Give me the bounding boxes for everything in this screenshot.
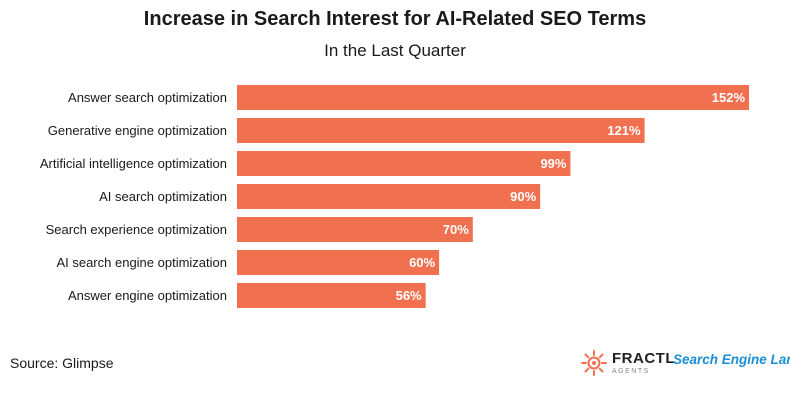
bar-value-label: 70% bbox=[443, 222, 469, 237]
fractl-logo-sub: AGENTS bbox=[612, 368, 650, 375]
bar bbox=[237, 217, 473, 242]
chart-subtitle: In the Last Quarter bbox=[324, 41, 466, 60]
bar-value-label: 56% bbox=[396, 288, 422, 303]
fractl-logo: FRACTL AGENTS bbox=[580, 343, 675, 383]
bar bbox=[237, 151, 571, 176]
source-note: Source: Glimpse bbox=[10, 355, 114, 371]
bar bbox=[237, 250, 440, 275]
bar-value-label: 152% bbox=[712, 90, 746, 105]
bar-chart: Answer search optimization 152% Generative… bbox=[40, 85, 749, 308]
search-engine-land-logo: Search Engine Land bbox=[673, 352, 790, 367]
category-label: Search experience optimization bbox=[46, 222, 227, 237]
bar bbox=[237, 283, 426, 308]
bar-value-label: 99% bbox=[540, 156, 566, 171]
category-label: Generative engine optimization bbox=[48, 123, 227, 138]
sun-icon bbox=[581, 350, 607, 376]
category-label: AI search optimization bbox=[99, 189, 227, 204]
chart-title: Increase in Search Interest for AI-Relat… bbox=[143, 8, 647, 30]
bar bbox=[237, 184, 541, 209]
bar-value-label: 60% bbox=[409, 255, 435, 270]
fractl-logo-name: FRACTL bbox=[612, 350, 675, 367]
bar bbox=[237, 85, 749, 110]
bar bbox=[237, 118, 645, 143]
category-label: Answer engine optimization bbox=[68, 288, 227, 303]
bar-value-label: 121% bbox=[607, 123, 641, 138]
category-label: Artificial intelligence optimization bbox=[40, 156, 227, 171]
bar-value-label: 90% bbox=[510, 189, 536, 204]
category-label: Answer search optimization bbox=[68, 90, 227, 105]
category-label: AI search engine optimization bbox=[56, 255, 227, 270]
